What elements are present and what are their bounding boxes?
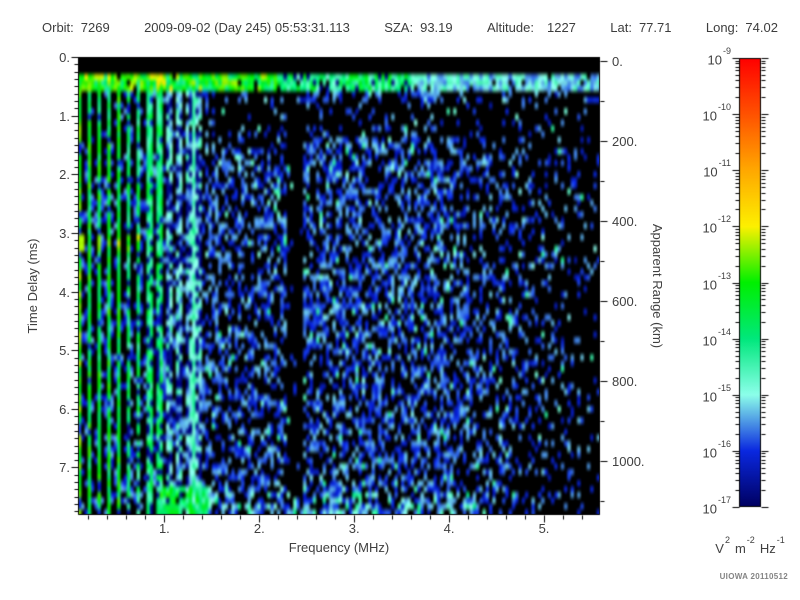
x-tick-label: 2. bbox=[253, 521, 265, 536]
right-tick-label: 600. bbox=[612, 293, 638, 309]
header-datetime: 2009-09-02 (Day 245) 05:53:31.113 bbox=[144, 20, 350, 35]
altitude-value: 1227 bbox=[546, 20, 576, 35]
x-tick-label: 4. bbox=[443, 521, 455, 536]
header-altitude: Altitude: 1227 bbox=[487, 20, 576, 35]
x-axis-title: Frequency (MHz) bbox=[288, 540, 390, 555]
units-term: m-2 bbox=[734, 535, 755, 557]
right-tick-label: 0. bbox=[612, 53, 623, 69]
datetime-value: 2009-09-02 (Day 245) 05:53:31.113 bbox=[144, 20, 350, 35]
colorbar-tick-label: 10-10 bbox=[702, 102, 731, 124]
left-axis-title: Time Delay (ms) bbox=[25, 238, 40, 334]
long-label: Long: bbox=[705, 20, 739, 35]
y-tick-label: 3. bbox=[59, 225, 70, 241]
altitude-label: Altitude: bbox=[487, 20, 534, 35]
sza-label: SZA: bbox=[384, 20, 414, 35]
watermark: UIOWA 20110512 bbox=[719, 572, 788, 581]
units-term: V2 bbox=[715, 535, 730, 557]
colorbar-units-label: V2m-2Hz-1 bbox=[690, 535, 800, 557]
lat-label: Lat: bbox=[610, 20, 632, 35]
colorbar-tick-label: 10-9 bbox=[707, 46, 731, 68]
y-tick-label: 2. bbox=[59, 167, 70, 183]
header-sza: SZA: 93.19 bbox=[384, 20, 452, 35]
header-lat: Lat: 77.71 bbox=[610, 20, 671, 35]
x-tick-label: 3. bbox=[348, 521, 360, 536]
y-tick-label: 5. bbox=[59, 343, 70, 359]
right-tick-label: 400. bbox=[612, 213, 638, 229]
y-tick-label: 4. bbox=[59, 284, 70, 300]
x-tick-label: 5. bbox=[538, 521, 550, 536]
header-long: Long: 74.02 bbox=[706, 20, 778, 35]
colorbar-tick-label: 10-15 bbox=[702, 382, 731, 405]
long-value: 74.02 bbox=[745, 20, 778, 35]
orbit-label: Orbit: bbox=[42, 20, 74, 35]
y-tick-label: 0. bbox=[59, 50, 70, 65]
colorbar-tick-label: 10-16 bbox=[702, 438, 731, 461]
colorbar-tick-label: 10-14 bbox=[702, 326, 731, 348]
colorbar-tick-label: 10-12 bbox=[702, 214, 731, 236]
lat-value: 77.71 bbox=[638, 20, 672, 35]
header-info: Orbit: 7269 2009-09-02 (Day 245) 05:53:31… bbox=[42, 20, 778, 35]
orbit-value: 7269 bbox=[80, 20, 110, 35]
y-tick-label: 7. bbox=[59, 460, 70, 476]
y-tick-label: 6. bbox=[59, 401, 70, 417]
right-tick-label: 200. bbox=[612, 133, 638, 149]
colorbar-tick-label: 10-13 bbox=[702, 270, 731, 292]
units-term: Hz-1 bbox=[759, 535, 785, 557]
colorbar-tick-label: 10-17 bbox=[702, 495, 731, 517]
y-tick-label: 1. bbox=[59, 108, 70, 124]
right-axis-title: Apparent Range (km) bbox=[650, 223, 665, 349]
header-orbit: Orbit: 7269 bbox=[42, 20, 110, 35]
sza-value: 93.19 bbox=[420, 20, 453, 35]
right-tick-label: 800. bbox=[612, 374, 638, 389]
right-tick-label: 1000. bbox=[612, 454, 645, 469]
x-tick-label: 1. bbox=[158, 521, 170, 536]
colorbar-tick-label: 10-11 bbox=[703, 158, 731, 180]
